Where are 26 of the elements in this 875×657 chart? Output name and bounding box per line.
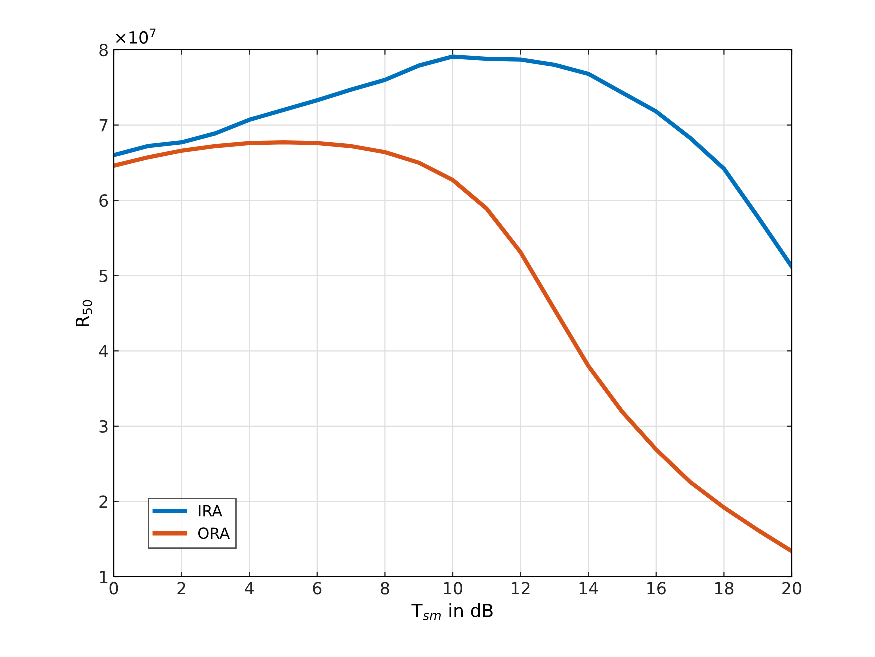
y-tick-label: 5 xyxy=(100,270,108,282)
x-tick-label: 6 xyxy=(313,582,322,595)
legend-label: IRA xyxy=(199,505,222,517)
x-tick-label: 20 xyxy=(782,582,802,595)
x-axis-title: T$_{sm}$ in dB xyxy=(412,604,493,620)
y-tick-label: 8 xyxy=(100,44,108,57)
y-tick-label: 7 xyxy=(100,119,108,132)
y-tick-label: 4 xyxy=(99,345,108,358)
y-tick-label: 3 xyxy=(100,420,108,433)
line-series xyxy=(114,54,792,269)
x-tick-label: 2 xyxy=(178,582,186,595)
x-tick-label: 4 xyxy=(245,582,254,595)
legend-label: ORA xyxy=(198,528,230,540)
x-tick-label: 8 xyxy=(381,582,390,595)
x-tick-label: 10 xyxy=(444,582,462,595)
x-tick-label: 0 xyxy=(110,582,118,595)
text: ×10$^{7}$ xyxy=(116,28,156,44)
x-tick-label: 14 xyxy=(580,582,598,595)
x-tick-label: 16 xyxy=(648,582,666,595)
x-tick-label: 18 xyxy=(715,582,734,595)
y-tick-label: 2 xyxy=(100,496,108,508)
y-axis-title: R$_{50}$ xyxy=(76,300,92,326)
y-tick-label: 6 xyxy=(100,194,108,208)
x-tick-label: 12 xyxy=(512,582,530,595)
y-tick-label: 1 xyxy=(100,571,108,584)
line-series xyxy=(114,140,792,554)
